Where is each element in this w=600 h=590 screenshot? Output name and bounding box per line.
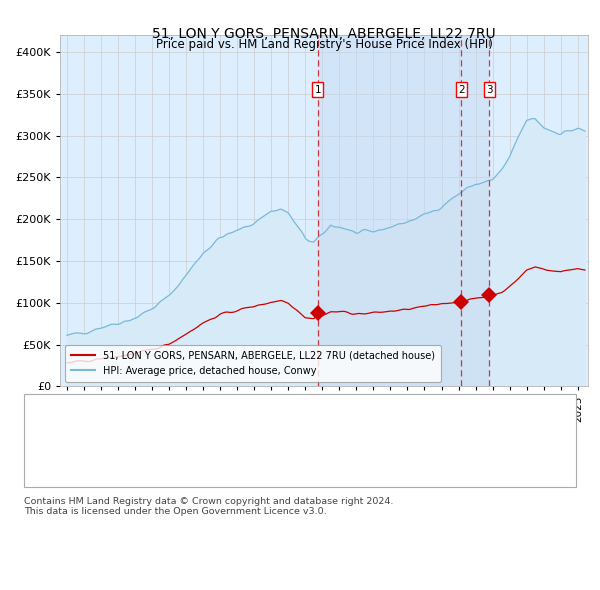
- Text: 55% ↓ HPI: 55% ↓ HPI: [360, 448, 421, 457]
- Text: 51, LON Y GORS, PENSARN, ABERGELE, LL22 7RU: 51, LON Y GORS, PENSARN, ABERGELE, LL22 …: [152, 27, 496, 41]
- Text: 51, LON Y GORS, PENSARN, ABERGELE, LL22 7RU (detached house): 51, LON Y GORS, PENSARN, ABERGELE, LL22 …: [60, 398, 431, 407]
- Text: 2: 2: [35, 448, 43, 457]
- Text: Contains HM Land Registry data © Crown copyright and database right 2024.: Contains HM Land Registry data © Crown c…: [24, 497, 394, 506]
- Text: £110,000: £110,000: [228, 464, 283, 473]
- Text: £101,000: £101,000: [228, 448, 283, 457]
- Text: 2: 2: [458, 85, 464, 95]
- Text: 24-SEP-2009: 24-SEP-2009: [69, 432, 142, 441]
- Text: £87,500: £87,500: [228, 432, 275, 441]
- Text: This data is licensed under the Open Government Licence v3.0.: This data is licensed under the Open Gov…: [24, 507, 326, 516]
- Legend: 51, LON Y GORS, PENSARN, ABERGELE, LL22 7RU (detached house), HPI: Average price: 51, LON Y GORS, PENSARN, ABERGELE, LL22 …: [65, 345, 440, 382]
- Text: 23-OCT-2019: 23-OCT-2019: [69, 464, 143, 473]
- Text: 55% ↓ HPI: 55% ↓ HPI: [360, 464, 421, 473]
- Bar: [317, 35, 490, 386]
- Text: ———: ———: [39, 396, 76, 409]
- Text: HPI: Average price, detached house, Conwy: HPI: Average price, detached house, Conw…: [60, 411, 299, 421]
- Text: 3: 3: [35, 464, 43, 473]
- Text: 53% ↓ HPI: 53% ↓ HPI: [360, 432, 421, 441]
- Text: Price paid vs. HM Land Registry's House Price Index (HPI): Price paid vs. HM Land Registry's House …: [155, 38, 493, 51]
- Text: 3: 3: [486, 85, 493, 95]
- Text: 23-FEB-2018: 23-FEB-2018: [69, 448, 142, 457]
- Text: 1: 1: [314, 85, 321, 95]
- Text: 1: 1: [35, 432, 43, 441]
- Text: ———: ———: [39, 409, 76, 422]
